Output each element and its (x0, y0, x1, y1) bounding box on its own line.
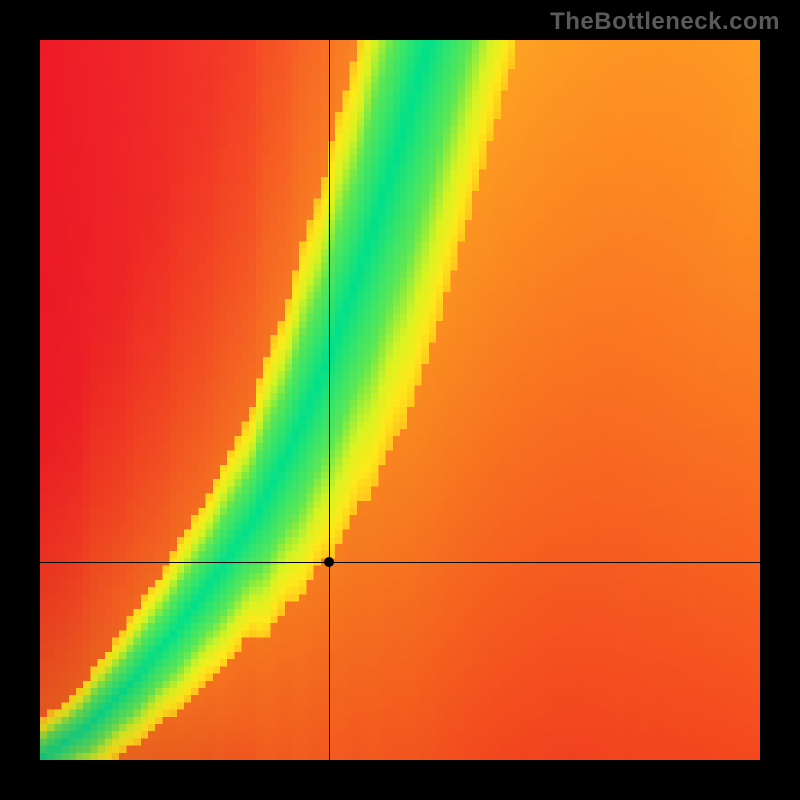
chart-container: TheBottleneck.com (0, 0, 800, 800)
crosshair-vertical (329, 40, 330, 760)
crosshair-horizontal (40, 562, 760, 563)
bottleneck-heatmap (40, 40, 760, 760)
watermark-text: TheBottleneck.com (550, 8, 780, 36)
selection-marker (324, 557, 334, 567)
